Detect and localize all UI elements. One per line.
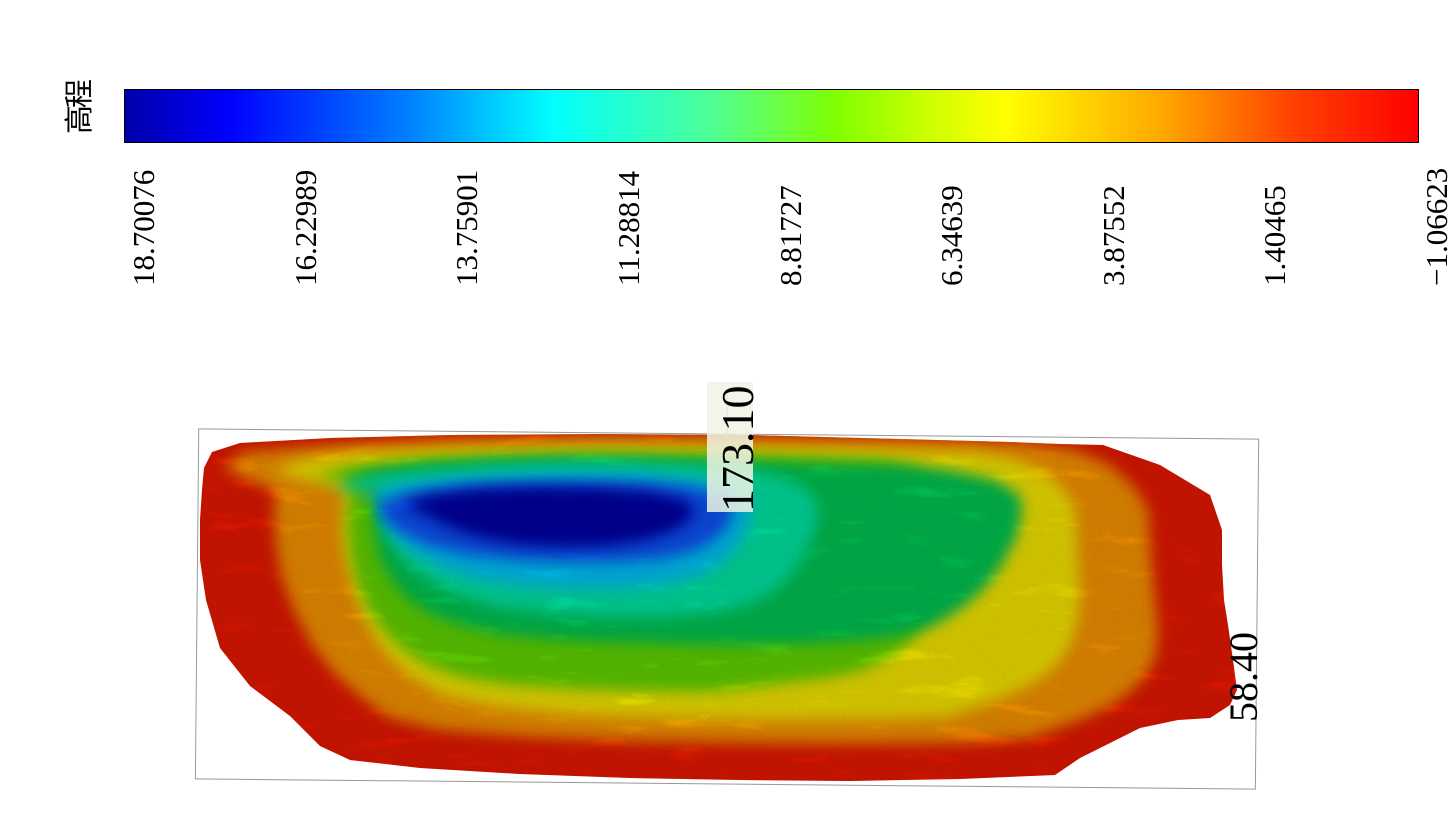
svg-text:58.40: 58.40 — [1221, 632, 1266, 722]
svg-text:173.10: 173.10 — [712, 386, 763, 513]
